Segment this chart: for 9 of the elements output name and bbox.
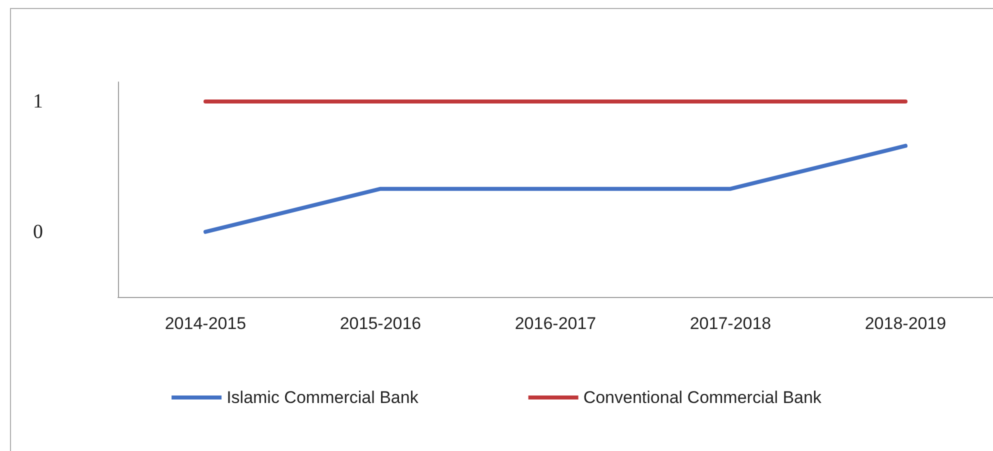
x-tick-label: 2017-2018 <box>690 314 772 333</box>
y-tick-label: 0 <box>33 220 43 243</box>
y-tick-label: 1 <box>33 90 43 113</box>
x-tick-label: 2018-2019 <box>864 314 946 333</box>
legend-label: Islamic Commercial Bank <box>226 388 419 407</box>
x-tick-label: 2016-2017 <box>514 314 596 333</box>
x-tick-label: 2015-2016 <box>340 314 422 333</box>
legend-label: Conventional Commercial Bank <box>583 388 822 407</box>
x-tick-label: 2014-2015 <box>164 314 246 333</box>
